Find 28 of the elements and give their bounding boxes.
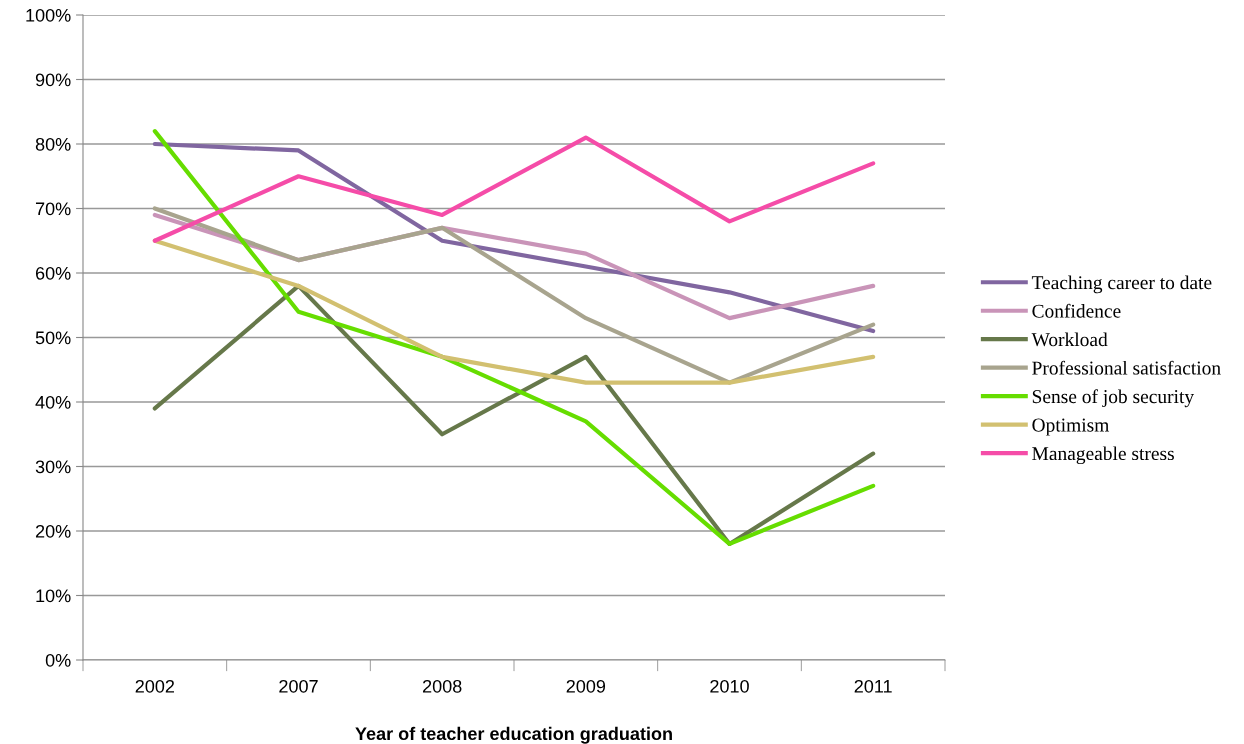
legend-label: Optimism [1032, 418, 1110, 436]
y-tick-label: 70% [35, 202, 71, 216]
legend-label: Confidence [1032, 303, 1121, 318]
legend-label: Teaching career to date [1031, 275, 1212, 294]
x-axis-title: Year of teacher education graduation [355, 726, 672, 744]
y-tick-label: 90% [35, 73, 71, 87]
line-series [152, 135, 876, 243]
y-tick-label: 60% [35, 266, 71, 280]
y-tick-label: 100% [26, 8, 71, 22]
y-tick-label: 40% [35, 395, 71, 409]
x-tick-label: 2009 [566, 679, 606, 693]
legend-label: Manageable stress [1032, 446, 1174, 465]
x-tick-label: 2011 [854, 679, 892, 693]
legend-label: Workload [1031, 332, 1108, 347]
y-tick-label: 20% [35, 524, 71, 538]
y-tick-label: 10% [36, 589, 71, 603]
x-tick-label: 2002 [135, 679, 175, 693]
x-tick-label: 2010 [710, 679, 749, 693]
line-series [152, 129, 876, 546]
y-tick-label: 0% [45, 653, 71, 667]
legend-label: Sense of job security [1032, 389, 1195, 408]
y-tick-label: 80% [35, 137, 71, 151]
line-series [152, 141, 876, 334]
y-tick-label: 50% [35, 331, 71, 345]
legend-label: Professional satisfaction [1032, 360, 1221, 375]
y-tick-label: 30% [35, 460, 71, 474]
x-tick-label: 2008 [422, 679, 462, 693]
x-tick-label: 2007 [279, 679, 318, 693]
